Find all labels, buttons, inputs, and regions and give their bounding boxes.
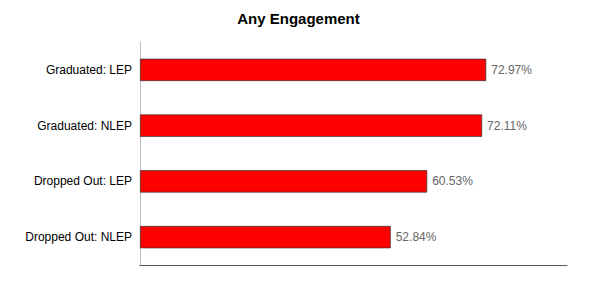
svg-text:Graduated: NLEP: Graduated: NLEP	[37, 119, 132, 133]
svg-text:72.11%: 72.11%	[487, 119, 527, 133]
svg-text:Dropped Out: NLEP: Dropped Out: NLEP	[25, 230, 132, 244]
svg-text:72.97%: 72.97%	[491, 63, 532, 77]
svg-text:52.84%: 52.84%	[396, 230, 437, 244]
svg-text:Any Engagement: Any Engagement	[237, 10, 360, 27]
svg-text:Dropped Out: LEP: Dropped Out: LEP	[34, 174, 132, 188]
svg-text:Graduated: LEP: Graduated: LEP	[46, 63, 132, 77]
svg-text:60.53%: 60.53%	[432, 174, 473, 188]
